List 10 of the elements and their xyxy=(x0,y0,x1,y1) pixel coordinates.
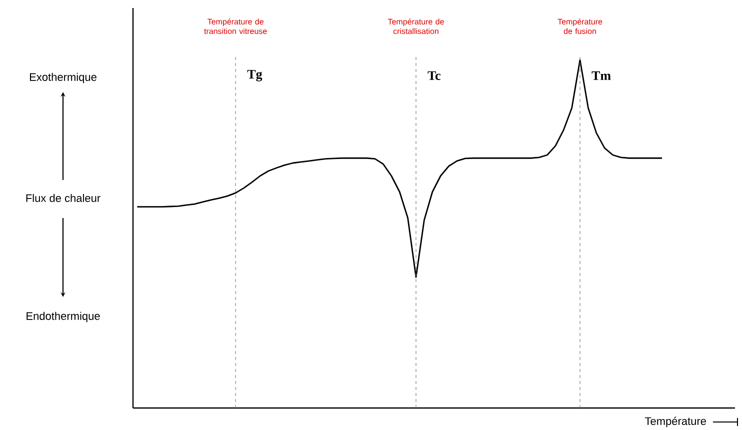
text: Température de transition vitreuse xyxy=(204,18,267,34)
text: Température de cristallisation xyxy=(388,18,444,34)
text: Endothermique xyxy=(26,312,100,322)
annotation: Tc xyxy=(428,71,440,80)
text: Température de fusion xyxy=(558,18,602,34)
annotation: Tg xyxy=(247,70,262,82)
annotation: Tm xyxy=(592,71,611,80)
x-axis-title: Température xyxy=(644,416,706,428)
text: Exothermique xyxy=(30,72,96,84)
y-axis-title: Flux de chaleur xyxy=(26,194,100,202)
